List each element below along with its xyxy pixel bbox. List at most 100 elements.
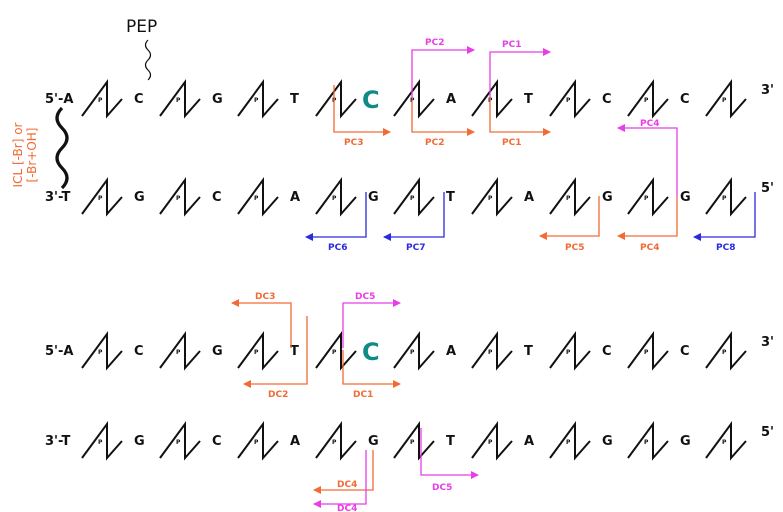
base-label: G [212,344,223,359]
strand-start-label: 5'-A [45,92,73,107]
base-label: G [680,190,691,205]
base-label: G [680,434,691,449]
phosphate-backbone-unit [393,176,435,217]
phosphate-backbone-unit [549,330,591,371]
phosphate-label: P [644,97,649,104]
cleavage-pc6: PC6 [305,192,367,253]
phosphate-backbone-unit [81,420,123,461]
phosphate-label: P [176,195,181,202]
phosphate-label: P [488,439,493,446]
cleavage-pc5: PC5 [539,196,600,253]
svg-text:PC3: PC3 [344,138,363,148]
base-label: T [290,92,299,107]
phosphate-label: P [410,195,415,202]
base-label: C [212,434,222,449]
cleavage-dc5-bottom: DC5 [420,428,479,493]
strand-end-label: 3' [761,335,774,350]
phosphate-label: P [176,439,181,446]
base-label: A [446,92,456,107]
highlighted-base: C [362,338,380,366]
phosphate-backbone-unit [315,78,357,119]
phosphate-backbone-unit [159,420,201,461]
phosphate-backbone-unit [159,330,201,371]
phosphate-backbone-unit [315,176,357,217]
phosphate-label: P [722,439,727,446]
icl-crosslink [55,106,69,190]
icl-label: ICL [-Br] or [-Br+OH] [11,122,39,187]
phosphate-backbone-unit [705,78,747,119]
svg-text:PC6: PC6 [328,243,347,253]
svg-text:PC7: PC7 [406,243,425,253]
phosphate-label: P [722,349,727,356]
pep-linker [144,39,152,81]
base-label: A [524,434,534,449]
cleavage-pc4-top: PC4 [617,119,678,196]
phosphate-label: P [98,195,103,202]
phosphate-backbone-unit [393,420,435,461]
phosphate-backbone-unit [627,78,669,119]
phosphate-label: P [722,195,727,202]
base-label: G [134,190,145,205]
strand-start-label: 3'-T [45,190,71,205]
base-label: G [212,92,223,107]
svg-text:DC3: DC3 [255,292,275,302]
phosphate-label: P [98,349,103,356]
cleavage-pc8: PC8 [693,192,756,253]
svg-text:ICL [-Br] or: ICL [-Br] or [11,122,25,187]
phosphate-backbone-unit [315,420,357,461]
svg-text:DC1: DC1 [353,390,373,400]
cleavage-pc7: PC7 [383,192,445,253]
base-label: G [602,434,613,449]
phosphate-label: P [644,195,649,202]
base-label: C [602,344,612,359]
svg-text:DC2: DC2 [268,390,288,400]
cleavage-dc2: DC2 [243,316,308,400]
phosphate-label: P [98,439,103,446]
base-label: A [524,190,534,205]
phosphate-backbone-unit [393,78,435,119]
phosphate-backbone-unit [471,78,513,119]
cleavage-pc2-bottom: PC2 [411,100,475,148]
base-label: C [134,92,144,107]
phosphate-label: P [254,439,259,446]
phosphate-label: P [410,349,415,356]
base-label: C [212,190,222,205]
base-label: C [134,344,144,359]
svg-text:PC1: PC1 [502,138,521,148]
phosphate-label: P [98,97,103,104]
phosphate-backbone-unit [627,330,669,371]
base-label: T [446,190,455,205]
phosphate-backbone-unit [627,420,669,461]
phosphate-backbone-unit [237,420,279,461]
strand-end-label: 3' [761,83,774,98]
phosphate-label: P [332,349,337,356]
base-label: G [134,434,145,449]
cleavage-pc1-top: PC1 [489,40,551,98]
phosphate-backbone-unit [549,176,591,217]
strand-end-label: 5' [761,425,774,440]
phosphate-backbone-unit [705,176,747,217]
phosphate-backbone-unit [705,330,747,371]
pep-label: PEP [126,17,157,37]
phosphate-label: P [488,195,493,202]
cleavage-dc4-orange: DC4 [313,450,374,494]
phosphate-label: P [254,97,259,104]
svg-text:PC4: PC4 [640,119,659,129]
phosphate-label: P [254,349,259,356]
cleavage-dc1: DC1 [342,350,401,400]
svg-text:PC1: PC1 [502,40,521,50]
svg-text:DC4: DC4 [337,504,357,512]
highlighted-base: C [362,86,380,114]
phosphate-label: P [410,439,415,446]
svg-text:PC8: PC8 [716,243,735,253]
phosphate-label: P [488,349,493,356]
cleavage-pc4-bottom: PC4 [617,196,678,253]
cleavage-dc5-top: DC5 [342,292,401,348]
phosphate-backbone-unit [237,176,279,217]
phosphate-label: P [644,439,649,446]
svg-text:PC2: PC2 [425,38,444,48]
base-label: T [524,92,533,107]
strand-end-label: 5' [761,181,774,196]
strand-start-label: 5'-A [45,344,73,359]
cleavage-dc3: DC3 [231,292,292,348]
